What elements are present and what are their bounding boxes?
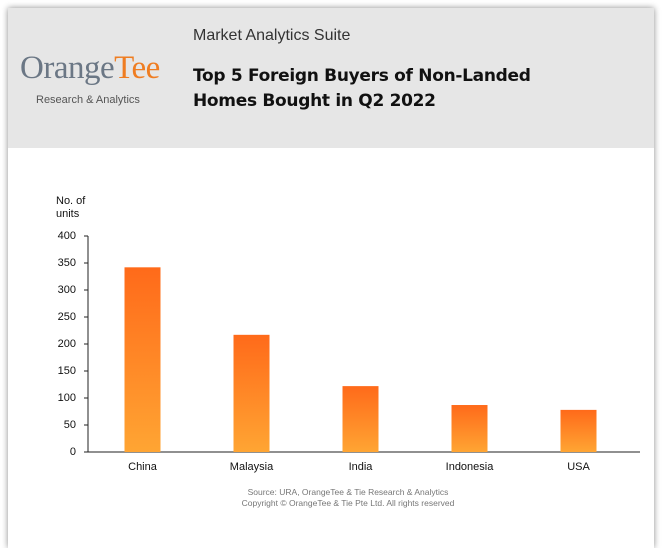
page: {"header": {"logo": ["Orange", "Tee"], "… [8, 8, 654, 509]
y-tick-label: 150 [58, 365, 76, 377]
chart: 0 50 100 150 200 250 300 350 400 China Malaysia Ind… [58, 230, 640, 473]
bar [124, 267, 161, 452]
bar [342, 386, 379, 452]
logo: OrangeTee [20, 50, 160, 87]
bar [451, 405, 488, 452]
x-tick-label: USA [567, 461, 590, 473]
y-tick-label: 0 [70, 446, 76, 458]
x-tick-label: India [349, 461, 374, 473]
footer: Source: URA, OrangeTee & Tie Research & … [150, 487, 546, 509]
x-tick-label: China [128, 461, 158, 473]
y-tick-label: 350 [58, 257, 76, 269]
logo-subtitle: Research & Analytics [36, 94, 140, 106]
logo-part: Orange [20, 50, 115, 86]
source: Source: URA, OrangeTee & Tie Research & … [247, 487, 449, 497]
suite-name: Market Analytics Suite [193, 27, 351, 44]
y-tick-label: 400 [58, 230, 76, 242]
y-tick-label: 300 [58, 284, 76, 296]
y-tick-label: 200 [58, 338, 76, 350]
y-axis-label: No. of units [56, 195, 86, 220]
copyright: Copyright © OrangeTee & Tie Pte Ltd. All… [241, 498, 455, 508]
bar [560, 409, 597, 452]
x-tick-label: Malaysia [230, 461, 274, 473]
y-tick-label: 50 [64, 419, 76, 431]
y-tick-label: 250 [58, 311, 76, 323]
bar [233, 334, 270, 452]
logo-part: Tee [114, 50, 160, 86]
chart-title: Top 5 Foreign Buyers of Non-Landed Homes… [193, 66, 531, 111]
x-tick-label: Indonesia [446, 461, 495, 473]
header [8, 8, 654, 148]
y-tick-label: 100 [58, 392, 76, 404]
